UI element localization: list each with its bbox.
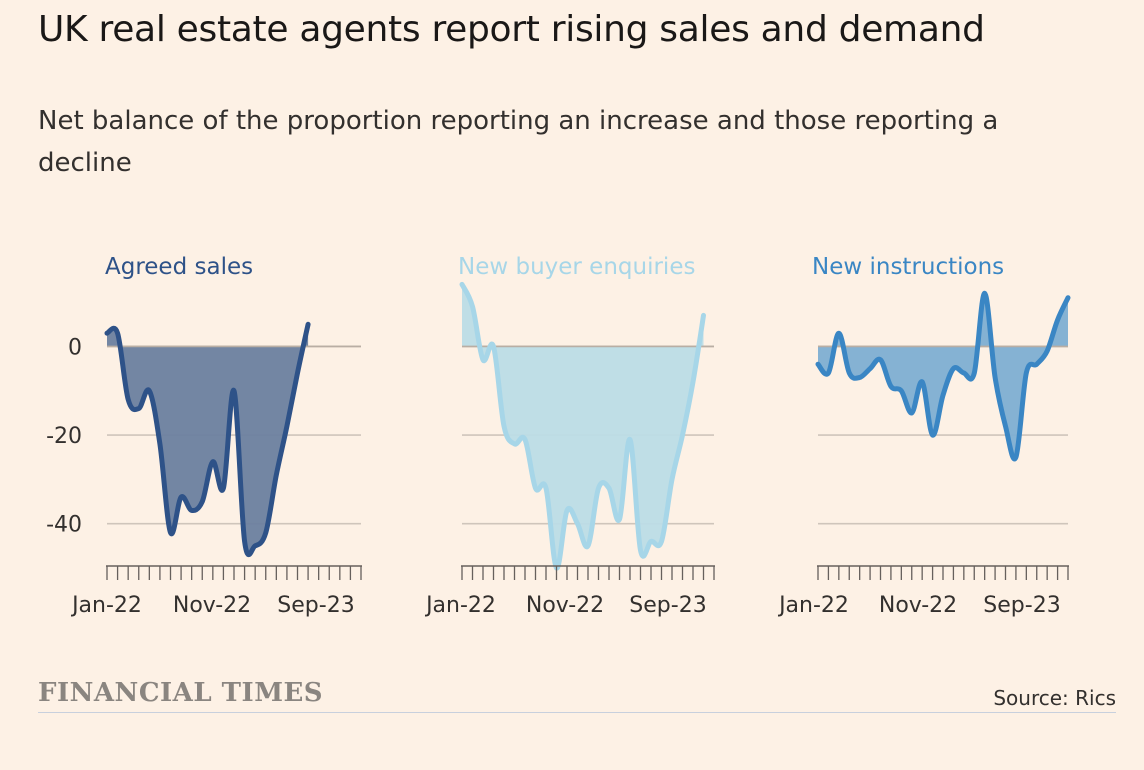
panel-title-new-buyer-enquiries: New buyer enquiries bbox=[458, 254, 695, 280]
x-tick-label: Sep-23 bbox=[629, 593, 706, 618]
line-agreed-sales bbox=[104, 321, 311, 558]
x-tick-label: Nov-22 bbox=[879, 593, 957, 618]
line-new-buyer-enquiries bbox=[459, 281, 706, 571]
x-tick-label: Nov-22 bbox=[526, 593, 604, 618]
panel-title-new-instructions: New instructions bbox=[812, 254, 1004, 280]
line-new-instructions bbox=[815, 290, 1071, 462]
x-tick-label: Sep-23 bbox=[983, 593, 1060, 618]
chart-title: UK real estate agents report rising sale… bbox=[38, 9, 985, 50]
small-multiples-chart: Agreed sales 0 -20 -40 Jan-22 Nov-22 Sep-23 New… bbox=[46, 254, 1071, 618]
panel-title-agreed-sales: Agreed sales bbox=[105, 254, 253, 280]
source-note: Source: Rics bbox=[993, 686, 1116, 710]
x-tick-label: Jan-22 bbox=[424, 593, 496, 618]
y-tick-label: -40 bbox=[46, 513, 82, 538]
x-tick-label: Nov-22 bbox=[173, 593, 251, 618]
x-tick-label: Jan-22 bbox=[777, 593, 849, 618]
footer-rule bbox=[38, 712, 1116, 713]
y-tick-label: 0 bbox=[68, 335, 82, 360]
ft-logo: FINANCIAL TIMES bbox=[38, 678, 324, 708]
y-tick-label: -20 bbox=[46, 424, 82, 449]
x-tick-label: Sep-23 bbox=[277, 593, 354, 618]
area-new-buyer-enquiries bbox=[462, 284, 704, 569]
x-tick-label: Jan-22 bbox=[70, 593, 142, 618]
area-agreed-sales bbox=[107, 324, 309, 555]
chart-subtitle: Net balance of the proportion reporting … bbox=[38, 106, 999, 178]
